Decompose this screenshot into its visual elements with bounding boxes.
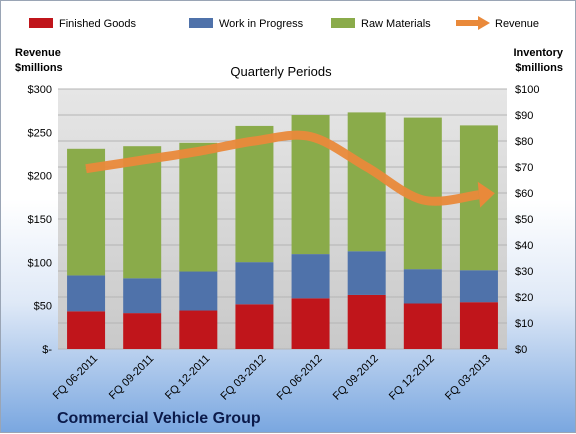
right-axis-tick-label: $10 xyxy=(515,318,533,330)
bar-finished-goods xyxy=(235,304,274,349)
bar-finished-goods xyxy=(179,310,218,349)
bar-finished-goods xyxy=(403,303,442,349)
x-axis-category-label: FQ 03-2012 xyxy=(219,353,269,403)
legend-label: Work in Progress xyxy=(219,18,304,30)
legend-label: Raw Materials xyxy=(361,18,431,30)
x-axis-category-label: FQ 09-2011 xyxy=(107,353,156,402)
chart-title: Commercial Vehicle Group xyxy=(57,410,261,427)
right-axis-tick-label: $90 xyxy=(515,110,533,122)
x-axis-category-label: FQ 06-2012 xyxy=(275,353,325,403)
left-axis-tick-label: $300 xyxy=(28,84,52,96)
bar-finished-goods xyxy=(347,294,386,349)
bar-work-in-progress xyxy=(291,254,330,299)
revenue-point xyxy=(310,136,312,138)
bar-work-in-progress xyxy=(123,278,162,314)
left-axis-tick-label: $100 xyxy=(28,257,52,269)
left-axis-title-line-2: $millions xyxy=(15,62,63,74)
bar-work-in-progress xyxy=(67,275,106,312)
legend-swatch-raw-materials xyxy=(331,18,355,28)
bar-work-in-progress xyxy=(235,262,274,305)
bar-work-in-progress xyxy=(347,251,386,295)
bar-raw-materials xyxy=(179,142,218,272)
legend-swatch-finished-goods xyxy=(29,18,53,28)
revenue-line xyxy=(85,130,480,206)
right-axis-tick-label: $20 xyxy=(515,292,533,304)
revenue-point xyxy=(85,168,87,170)
bar-raw-materials xyxy=(347,112,386,252)
x-axis-category-label: FQ 03-2013 xyxy=(443,353,493,403)
legend-swatch-work-in-progress xyxy=(189,18,213,28)
right-axis-tick-label: $60 xyxy=(515,188,533,200)
x-axis-category-label: FQ 12-2011 xyxy=(163,353,212,402)
revenue-point xyxy=(422,199,424,201)
revenue-point xyxy=(141,159,143,161)
revenue-point xyxy=(197,150,199,152)
left-axis-tick-label: $250 xyxy=(28,127,52,139)
bar-finished-goods xyxy=(67,311,106,349)
right-axis-tick-label: $0 xyxy=(515,344,527,356)
revenue-point xyxy=(366,166,368,168)
right-axis-ticks: $0 $10 $20 $30 $40 $50 $60 $70 $80 $90 $100 xyxy=(515,84,539,356)
right-axis-title-line-1: Inventory xyxy=(513,47,563,59)
bar-finished-goods xyxy=(459,302,498,349)
right-axis-tick-label: $100 xyxy=(515,84,539,96)
right-axis-title-line-2: $millions xyxy=(515,62,563,74)
legend-arrow-revenue xyxy=(478,16,490,30)
left-axis-ticks: $- $50 $100 $150 $200 $250 $300 xyxy=(28,84,53,356)
bar-work-in-progress xyxy=(403,269,442,304)
x-axis-ticks: FQ 06-2011 FQ 09-2011 FQ 12-2011 FQ 03-2012… xyxy=(51,353,493,403)
right-axis-tick-label: $70 xyxy=(515,162,533,174)
legend-label: Finished Goods xyxy=(59,18,137,30)
revenue-series xyxy=(85,130,495,208)
chart-subtitle: Quarterly Periods xyxy=(230,64,332,79)
left-axis-tick-label: $150 xyxy=(28,214,52,226)
right-axis-tick-label: $50 xyxy=(515,214,533,226)
x-axis-category-label: FQ 06-2011 xyxy=(51,353,100,402)
bar-finished-goods xyxy=(291,298,330,349)
bar-raw-materials xyxy=(123,146,162,279)
left-axis-title-line-1: Revenue xyxy=(15,47,61,59)
left-axis-tick-label: $- xyxy=(42,344,52,356)
legend: Finished Goods Work in Progress Raw Materi… xyxy=(29,16,539,30)
legend-label: Revenue xyxy=(495,18,539,30)
bar-raw-materials xyxy=(235,125,274,263)
bar-work-in-progress xyxy=(459,270,498,303)
right-axis-tick-label: $40 xyxy=(515,240,533,252)
right-axis-tick-label: $30 xyxy=(515,266,533,278)
x-axis-category-label: FQ 12-2012 xyxy=(387,353,437,403)
bar-work-in-progress xyxy=(179,271,218,311)
right-axis-tick-label: $80 xyxy=(515,136,533,148)
left-axis-tick-label: $50 xyxy=(34,301,52,313)
revenue-arrowhead xyxy=(477,181,495,208)
revenue-point xyxy=(253,140,255,142)
bar-finished-goods xyxy=(123,313,162,349)
left-axis-tick-label: $200 xyxy=(28,171,52,183)
x-axis-category-label: FQ 09-2012 xyxy=(331,353,381,403)
